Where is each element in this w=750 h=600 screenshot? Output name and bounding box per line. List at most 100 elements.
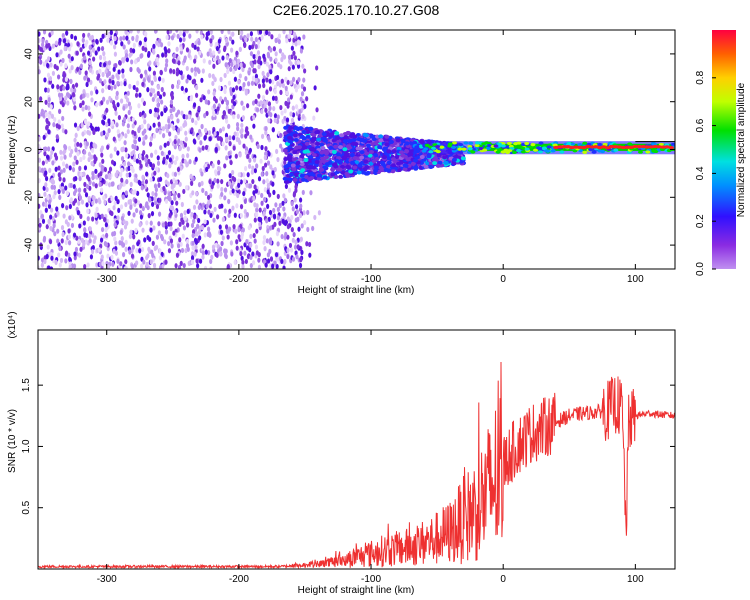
- heat-cell: [112, 136, 116, 142]
- heat-cell: [59, 86, 63, 92]
- heat-cell: [47, 265, 51, 269]
- heat-cell: [119, 36, 123, 42]
- heat-cell: [395, 138, 401, 143]
- heat-cell: [286, 224, 290, 230]
- heat-cell: [258, 221, 262, 228]
- heat-cell: [73, 251, 77, 257]
- heat-cell: [613, 148, 619, 152]
- heat-cell: [91, 175, 95, 181]
- heat-cell: [414, 145, 420, 150]
- heat-cell: [342, 147, 348, 152]
- heat-cell: [154, 166, 159, 172]
- heat-cell: [91, 170, 95, 177]
- heat-cell: [287, 54, 292, 60]
- heat-cell: [159, 264, 163, 269]
- heat-cell: [68, 152, 73, 158]
- heat-cell: [201, 187, 205, 194]
- heat-cell: [238, 73, 242, 79]
- heat-cell: [668, 145, 675, 150]
- heat-cell: [206, 250, 211, 256]
- heat-cell: [73, 255, 77, 261]
- heat-cell: [301, 63, 305, 69]
- heat-cell: [266, 228, 270, 234]
- heat-cell: [225, 155, 229, 161]
- heat-cell: [167, 240, 171, 247]
- heat-cell: [197, 40, 201, 46]
- heat-cell: [185, 47, 190, 53]
- heat-cell: [343, 135, 349, 140]
- heat-cell: [64, 76, 68, 82]
- heat-cell: [546, 145, 552, 149]
- heat-cell: [67, 145, 72, 151]
- heat-cell: [272, 46, 276, 52]
- heat-cell: [110, 159, 115, 165]
- heat-cell: [128, 249, 132, 255]
- heat-cell: [38, 178, 41, 184]
- heat-cell: [82, 171, 86, 177]
- heat-cell: [70, 33, 74, 40]
- heat-cell: [223, 96, 228, 102]
- heat-cell: [98, 176, 102, 182]
- heat-cell: [61, 32, 65, 39]
- heat-cell: [152, 43, 156, 49]
- heat-cell: [180, 110, 184, 116]
- heat-cell: [279, 132, 283, 139]
- heat-cell: [135, 158, 139, 164]
- heat-cell: [81, 37, 85, 43]
- heat-cell: [280, 78, 284, 84]
- heat-cell: [198, 50, 202, 56]
- heat-cell: [88, 111, 92, 117]
- heat-cell: [119, 98, 124, 104]
- heat-cell: [201, 145, 205, 151]
- heat-cell: [365, 143, 371, 148]
- heat-cell: [349, 160, 355, 165]
- heat-cell: [124, 52, 129, 58]
- heat-cell: [261, 95, 266, 101]
- heat-cell: [85, 141, 89, 147]
- heat-cell: [313, 85, 317, 91]
- snr-y-multiplier: (x10⁴): [7, 311, 18, 338]
- heat-cell: [262, 235, 267, 241]
- heat-cell: [229, 240, 234, 246]
- heat-cell: [288, 172, 294, 177]
- heat-cell: [208, 179, 212, 185]
- heat-cell: [127, 199, 131, 205]
- heat-cell: [120, 167, 124, 173]
- heat-cell: [94, 212, 98, 219]
- heat-cell: [122, 44, 126, 50]
- heat-cell: [250, 36, 254, 42]
- heat-cell: [520, 146, 526, 150]
- heat-cell: [73, 122, 78, 128]
- heat-cell: [410, 161, 416, 166]
- heat-cell: [298, 109, 302, 115]
- heat-cell: [274, 252, 279, 258]
- heat-cell: [214, 169, 218, 175]
- heat-cell: [186, 152, 190, 159]
- heat-cell: [100, 152, 104, 158]
- heat-cell: [257, 83, 262, 89]
- heat-cell: [76, 210, 80, 216]
- heat-cell: [44, 111, 48, 118]
- heat-cell: [287, 33, 291, 40]
- heat-cell: [116, 215, 120, 221]
- heat-cell: [468, 141, 474, 145]
- heat-cell: [260, 171, 264, 177]
- heat-cell: [317, 210, 322, 216]
- heat-cell: [283, 108, 287, 114]
- heat-cell: [281, 118, 285, 125]
- heat-cell: [142, 259, 146, 265]
- heat-cell: [43, 151, 47, 157]
- heat-cell: [283, 131, 289, 136]
- heat-cell: [104, 242, 109, 248]
- heat-cell: [400, 139, 406, 144]
- heat-cell: [164, 229, 169, 235]
- x-tick-label: 100: [627, 574, 644, 585]
- heat-cell: [315, 107, 319, 113]
- heat-cell: [85, 183, 90, 190]
- heat-cell: [305, 134, 311, 139]
- heat-cell: [170, 91, 174, 98]
- heat-cell: [157, 121, 161, 127]
- heat-cell: [262, 239, 266, 246]
- heat-cell: [251, 75, 256, 81]
- heat-cell: [257, 264, 262, 269]
